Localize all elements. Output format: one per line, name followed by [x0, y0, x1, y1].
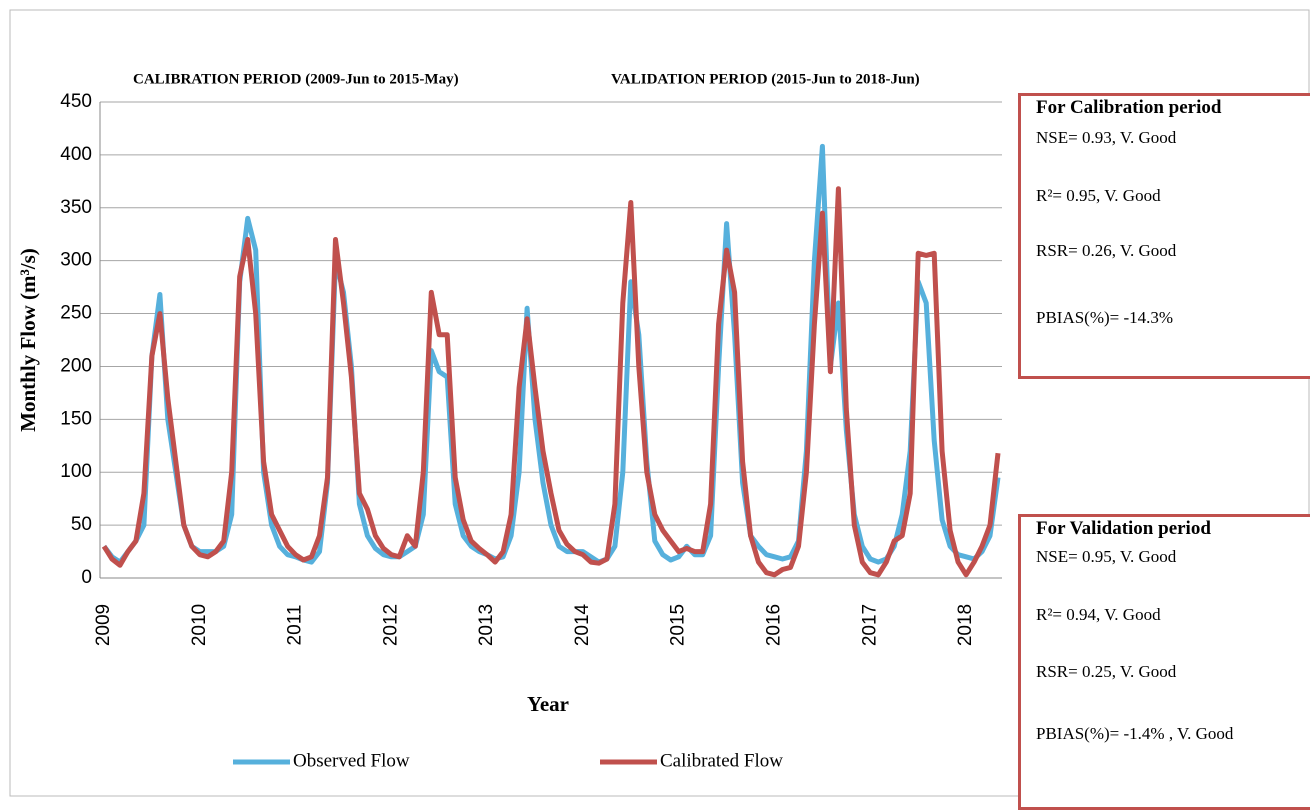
annotation-line: PBIAS(%)= -1.4% , V. Good — [1036, 724, 1234, 743]
y-tick-label: 400 — [60, 144, 92, 165]
x-tick-label: 2016 — [764, 604, 785, 646]
annotation-line: R²= 0.94, V. Good — [1036, 605, 1161, 624]
annotation-box: For Validation period NSE= 0.95, V. Good R… — [1018, 514, 1310, 810]
x-tick-label: 2012 — [380, 604, 401, 646]
x-tick-label: 2017 — [859, 604, 880, 646]
y-tick-label: 50 — [71, 514, 92, 535]
y-tick-label: 250 — [60, 303, 92, 324]
period-label: CALIBRATION PERIOD (2009-Jun to 2015-May… — [133, 71, 459, 87]
x-tick-label: 2009 — [93, 604, 114, 646]
y-tick-label: 200 — [60, 355, 92, 376]
x-axis-title: Year — [527, 692, 569, 716]
y-tick-label: 450 — [60, 91, 92, 112]
x-tick-label: 2013 — [476, 604, 497, 646]
y-tick-label: 350 — [60, 197, 92, 218]
period-label: VALIDATION PERIOD (2015-Jun to 2018-Jun) — [611, 71, 920, 87]
x-tick-label: 2015 — [668, 604, 689, 646]
x-tick-label: 2018 — [955, 604, 976, 646]
legend-label: Observed Flow — [293, 750, 410, 771]
annotation-line: RSR= 0.26, V. Good — [1036, 241, 1177, 260]
annotation-line: NSE= 0.93, V. Good — [1036, 128, 1177, 147]
annotation-line: RSR= 0.25, V. Good — [1036, 662, 1177, 681]
annotation-title: For Validation period — [1036, 518, 1211, 539]
annotation-line: NSE= 0.95, V. Good — [1036, 547, 1177, 566]
x-tick-label: 2011 — [285, 605, 306, 646]
legend-label: Calibrated Flow — [660, 750, 783, 771]
x-tick-label: 2010 — [189, 604, 210, 646]
x-tick-label: 2014 — [572, 603, 593, 646]
y-axis-title: Monthly Flow (m³/s) — [16, 248, 40, 432]
chart-border — [9, 9, 1310, 797]
annotation-line: R²= 0.95, V. Good — [1036, 186, 1161, 205]
y-tick-label: 300 — [60, 250, 92, 271]
y-tick-label: 150 — [60, 408, 92, 429]
annotation-box: For Calibration period NSE= 0.93, V. Good… — [1018, 93, 1310, 379]
annotation-line: PBIAS(%)= -14.3% — [1036, 308, 1174, 327]
y-tick-label: 0 — [81, 567, 92, 588]
y-tick-label: 100 — [60, 461, 92, 482]
series-line — [101, 186, 1001, 578]
annotation-title: For Calibration period — [1036, 97, 1222, 118]
